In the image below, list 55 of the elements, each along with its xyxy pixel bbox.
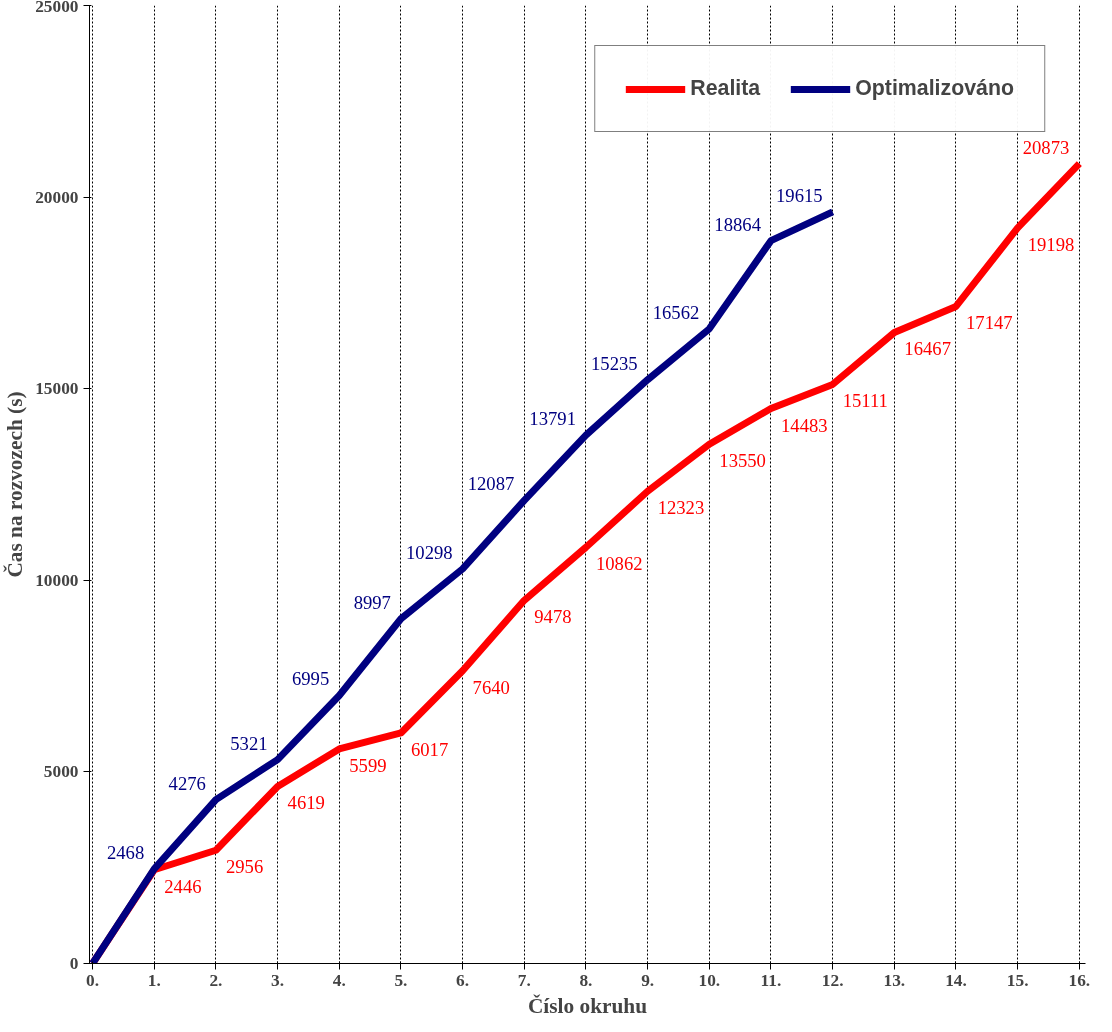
data-label: 9478 <box>534 606 572 628</box>
x-tick-label: 10. <box>698 970 721 990</box>
data-label: 16562 <box>652 301 700 323</box>
x-tick-label: 2. <box>209 970 223 990</box>
data-label: 15111 <box>842 390 888 412</box>
y-tick-label: 15000 <box>35 379 79 399</box>
data-label: 15235 <box>590 352 638 374</box>
data-label: 8997 <box>353 591 391 613</box>
x-tick-label: 5. <box>394 970 408 990</box>
x-tick-label: 9. <box>641 970 655 990</box>
x-axis-title: Číslo okruhu <box>527 993 648 1018</box>
data-label: 4619 <box>287 792 325 814</box>
data-label: 2446 <box>164 875 202 897</box>
x-tick-label: 7. <box>517 970 531 990</box>
x-tick-label: 12. <box>821 970 844 990</box>
x-tick-label: 0. <box>86 970 100 990</box>
data-label: 19198 <box>1027 233 1075 255</box>
data-label: 6017 <box>410 738 449 760</box>
data-label: 12087 <box>467 473 515 495</box>
data-label: 14483 <box>780 414 828 436</box>
legend-label: Realita <box>690 76 761 101</box>
data-label: 5321 <box>230 732 268 754</box>
data-label: 7640 <box>472 676 510 698</box>
data-label: 16467 <box>904 338 951 360</box>
y-axis-title: Čas na rozvozech (s) <box>3 391 28 578</box>
data-label: 17147 <box>965 312 1013 334</box>
y-tick-label: 5000 <box>43 762 79 782</box>
data-label: 2468 <box>106 841 145 863</box>
y-tick-label: 10000 <box>35 570 79 590</box>
x-tick-label: 16. <box>1068 970 1091 990</box>
data-label: 18864 <box>714 213 762 235</box>
data-label: 2956 <box>225 856 264 878</box>
legend-label: Optimalizováno <box>855 76 1014 101</box>
y-tick-label: 20000 <box>35 187 79 207</box>
data-label: 13550 <box>719 450 766 472</box>
data-label: 5599 <box>349 754 387 776</box>
y-tick-label: 25000 <box>35 0 79 16</box>
data-label: 12323 <box>657 497 705 519</box>
data-label: 19615 <box>776 184 823 206</box>
y-tick-label: 0 <box>69 954 79 973</box>
data-label: 4276 <box>168 772 206 794</box>
x-tick-label: 13. <box>883 970 906 990</box>
x-tick-label: 8. <box>579 970 593 990</box>
data-label: 10862 <box>595 553 643 575</box>
data-label: 10298 <box>405 541 453 563</box>
data-label: 6995 <box>291 668 330 690</box>
x-tick-label: 3. <box>271 970 285 990</box>
x-tick-label: 6. <box>456 970 470 990</box>
x-tick-label: 15. <box>1006 970 1029 990</box>
x-tick-label: 14. <box>945 970 967 990</box>
x-tick-label: 1. <box>147 970 161 990</box>
data-label: 13791 <box>529 408 576 430</box>
x-tick-label: 4. <box>332 970 346 990</box>
x-tick-label: 11. <box>760 970 782 990</box>
data-label: 20873 <box>1022 136 1070 158</box>
